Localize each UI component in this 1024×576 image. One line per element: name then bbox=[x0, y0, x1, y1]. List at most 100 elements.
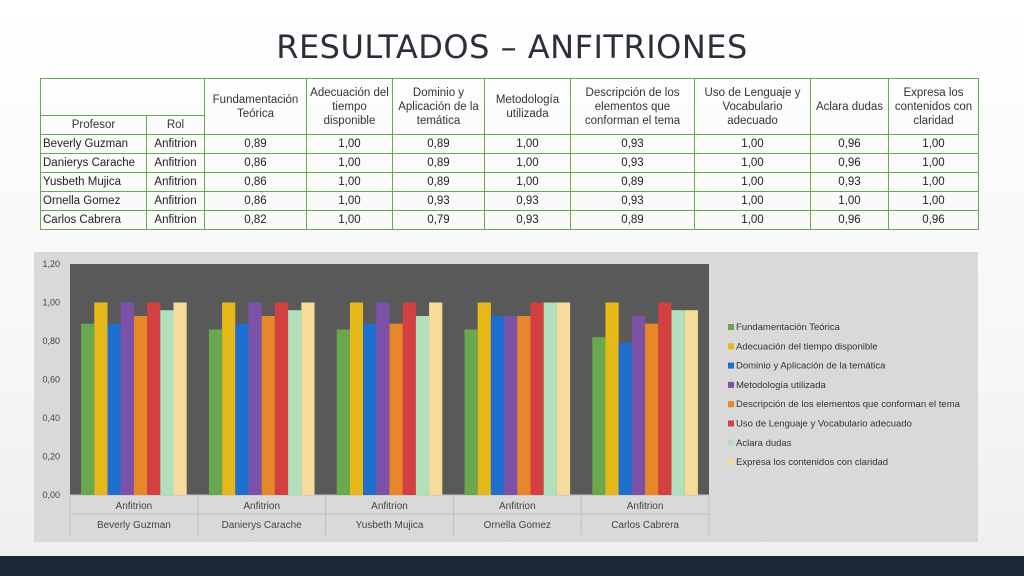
cell-value: 0,93 bbox=[810, 172, 889, 192]
y-tick-label: 0,40 bbox=[42, 413, 60, 423]
header-criterion: Dominio y Aplicación de la temática bbox=[392, 78, 485, 135]
legend-swatch bbox=[728, 324, 734, 330]
cell-value: 1,00 bbox=[694, 210, 811, 230]
legend-label: Fundamentación Teórica bbox=[736, 322, 841, 333]
cell-value: 0,86 bbox=[204, 172, 307, 192]
table-row: Beverly Guzman Anfitrion 0,89 1,00 0,89 … bbox=[40, 134, 979, 154]
bar bbox=[94, 302, 108, 495]
legend-swatch bbox=[728, 343, 734, 350]
cell-value: 1,00 bbox=[306, 134, 393, 154]
bar-chart: 0,00 0,20 0,40 0,60 0,80 1,00 1,20 Anfitrion Bev… bbox=[34, 252, 978, 542]
cell-rol: Anfitrion bbox=[146, 153, 205, 173]
table-row: Danierys Carache Anfitrion 0,86 1,00 0,8… bbox=[40, 153, 979, 173]
y-tick-label: 0,20 bbox=[42, 452, 60, 462]
bar bbox=[120, 302, 134, 495]
x-tick-label-role: Anfitrion bbox=[116, 501, 153, 512]
bar bbox=[301, 302, 315, 495]
bar bbox=[490, 315, 505, 495]
cell-value: 0,93 bbox=[484, 191, 571, 211]
legend-swatch bbox=[728, 381, 734, 388]
x-tick-label-role: Anfitrion bbox=[627, 501, 664, 512]
header-criterion: Uso de Lenguaje y Vocabulario adecuado bbox=[694, 78, 811, 135]
x-tick-label-name: Ornella Gomez bbox=[484, 520, 551, 531]
cell-value: 1,00 bbox=[306, 191, 393, 211]
cell-value: 1,00 bbox=[306, 172, 393, 192]
cell-value: 0,89 bbox=[392, 172, 485, 192]
bar bbox=[349, 302, 364, 495]
bar bbox=[592, 337, 606, 495]
results-table: Fundamentación Teórica Adecuación del ti… bbox=[40, 78, 979, 230]
header-rol: Rol bbox=[146, 115, 205, 135]
bar-chart-svg: 0,00 0,20 0,40 0,60 0,80 1,00 1,20 Anfitrion Bev… bbox=[42, 259, 961, 535]
legend-label: Adecuación del tiempo disponible bbox=[736, 341, 878, 352]
legend-label: Descripción de los elementos que conform… bbox=[736, 399, 961, 410]
bar bbox=[389, 323, 403, 495]
cell-value: 0,86 bbox=[204, 153, 307, 173]
bar bbox=[363, 323, 377, 495]
cell-profesor: Ornella Gomez bbox=[40, 191, 147, 211]
y-tick-label: 0,80 bbox=[42, 336, 60, 346]
cell-value: 1,00 bbox=[306, 153, 393, 173]
x-tick-label-name: Carlos Cabrera bbox=[611, 520, 679, 531]
bar bbox=[81, 323, 95, 495]
header-criterion: Adecuación del tiempo disponible bbox=[306, 78, 393, 135]
bar bbox=[248, 302, 262, 495]
cell-value: 1,00 bbox=[484, 153, 571, 173]
cell-rol: Anfitrion bbox=[146, 210, 205, 230]
cell-value: 0,96 bbox=[888, 210, 979, 230]
cell-value: 0,89 bbox=[392, 153, 485, 173]
bar bbox=[504, 315, 518, 495]
cell-profesor: Danierys Carache bbox=[40, 153, 147, 173]
bar bbox=[618, 342, 632, 495]
header-criterion: Descripción de los elementos que conform… bbox=[570, 78, 695, 135]
bar bbox=[107, 323, 121, 495]
bar bbox=[464, 329, 478, 495]
legend-swatch bbox=[728, 401, 734, 408]
header-criterion: Expresa los contenidos con claridad bbox=[888, 78, 979, 135]
bar bbox=[235, 323, 249, 495]
cell-value: 0,82 bbox=[204, 210, 307, 230]
cell-value: 0,89 bbox=[204, 134, 307, 154]
y-tick-label: 1,00 bbox=[42, 298, 60, 308]
cell-rol: Anfitrion bbox=[146, 134, 205, 154]
bar bbox=[133, 315, 148, 495]
cell-value: 0,93 bbox=[570, 191, 695, 211]
y-tick-label: 0,00 bbox=[42, 490, 60, 500]
bar bbox=[274, 302, 289, 495]
bar bbox=[605, 302, 619, 495]
cell-value: 0,93 bbox=[484, 210, 571, 230]
bar bbox=[631, 315, 646, 495]
bar bbox=[543, 302, 557, 495]
x-tick-label-name: Beverly Guzman bbox=[97, 520, 171, 531]
table-row: Yusbeth Mujica Anfitrion 0,86 1,00 0,89 … bbox=[40, 172, 979, 192]
bar bbox=[415, 315, 430, 495]
cell-profesor: Yusbeth Mujica bbox=[40, 172, 147, 192]
legend-label: Aclara dudas bbox=[736, 438, 792, 449]
cell-value: 0,96 bbox=[810, 153, 889, 173]
bar bbox=[208, 329, 223, 495]
cell-value: 1,00 bbox=[694, 172, 811, 192]
cell-value: 0,89 bbox=[392, 134, 485, 154]
cell-value: 0,96 bbox=[810, 134, 889, 154]
header-criterion: Aclara dudas bbox=[810, 78, 889, 135]
slide-title: RESULTADOS – ANFITRIONES bbox=[276, 28, 748, 66]
bar bbox=[376, 302, 390, 495]
x-tick-label-role: Anfitrion bbox=[499, 501, 536, 512]
bar bbox=[556, 302, 571, 495]
bar bbox=[402, 302, 416, 495]
cell-value: 1,00 bbox=[306, 210, 393, 230]
bar bbox=[336, 329, 350, 495]
cell-value: 1,00 bbox=[694, 191, 811, 211]
cell-rol: Anfitrion bbox=[146, 191, 205, 211]
bar bbox=[288, 310, 302, 495]
legend-swatch bbox=[728, 362, 734, 369]
bar bbox=[645, 323, 659, 495]
cell-value: 0,93 bbox=[570, 134, 695, 154]
cell-value: 1,00 bbox=[484, 172, 571, 192]
cell-value: 0,96 bbox=[810, 210, 889, 230]
cell-rol: Anfitrion bbox=[146, 172, 205, 192]
bar bbox=[222, 302, 236, 495]
cell-value: 1,00 bbox=[694, 153, 811, 173]
cell-profesor: Beverly Guzman bbox=[40, 134, 147, 154]
header-criterion: Metodología utilizada bbox=[484, 78, 571, 135]
